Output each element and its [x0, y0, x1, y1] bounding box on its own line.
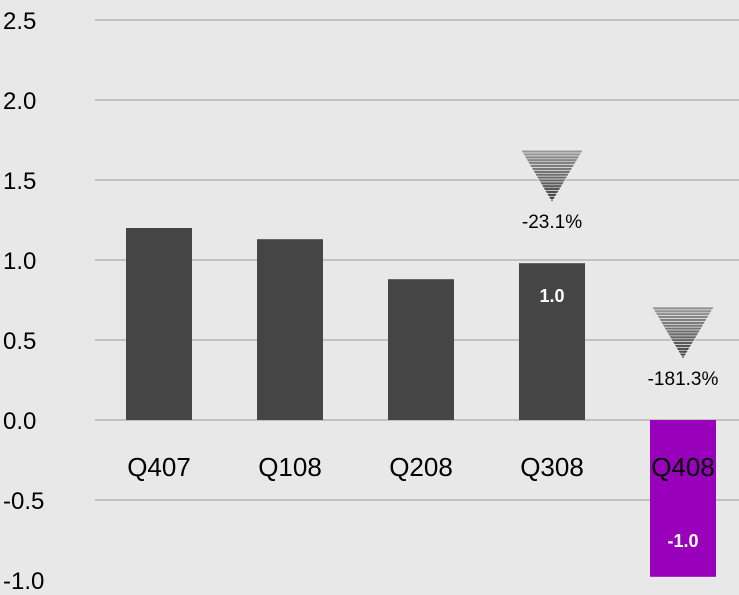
arrow-stripe: [535, 175, 569, 180]
arrow-stripe: [532, 170, 572, 174]
x-tick-label: Q208: [389, 452, 453, 482]
arrow-stripe: [653, 309, 713, 314]
bar-q108: [257, 239, 323, 420]
bar-value-labels: 1.0 -1.0: [539, 286, 698, 551]
bar-q408: [650, 420, 716, 577]
y-tick-label: 1.5: [3, 168, 36, 195]
down-arrow-icon: [520, 149, 584, 203]
change-annotations: -23.1% -181.3%: [520, 149, 719, 390]
y-tick-label: -1.0: [3, 568, 44, 595]
arrow-stripe: [530, 167, 574, 171]
change-label: -181.3%: [648, 369, 719, 390]
arrow-stripe: [673, 344, 693, 348]
arrow-stripe: [539, 181, 565, 186]
arrow-stripe: [665, 329, 701, 334]
arrow-stripe: [658, 318, 708, 322]
arrow-stripe: [527, 161, 577, 165]
bar-q407: [126, 228, 192, 420]
arrow-stripe: [680, 355, 686, 360]
down-arrow-icon: [651, 306, 715, 360]
x-tick-label: Q308: [520, 452, 584, 482]
arrow-stripe: [672, 341, 694, 345]
arrow-stripe: [525, 158, 579, 163]
change-label: -23.1%: [522, 212, 582, 233]
arrow-stripe: [663, 326, 703, 331]
arrow-stripe: [660, 321, 706, 325]
x-tick-label: Q408: [651, 452, 715, 482]
y-tick-label: 2.5: [3, 8, 36, 35]
x-axis-ticks: Q407 Q108 Q208 Q308 Q408: [127, 452, 715, 482]
arrow-stripe: [522, 152, 582, 157]
y-tick-label: 0.5: [3, 328, 36, 355]
arrow-stripe: [520, 149, 584, 154]
arrow-stripe: [656, 315, 710, 319]
arrow-stripe: [541, 184, 563, 189]
arrow-stripe: [661, 324, 705, 328]
y-tick-label: 2.0: [3, 88, 36, 115]
x-tick-label: Q407: [127, 452, 191, 482]
arrow-stripe: [537, 178, 567, 183]
y-tick-label: 1.0: [3, 248, 36, 275]
y-tick-label: 0.0: [3, 408, 36, 435]
arrow-stripe: [548, 196, 556, 200]
y-tick-label: -0.5: [3, 488, 44, 515]
x-tick-label: Q108: [258, 452, 322, 482]
arrow-stripe: [670, 338, 696, 342]
arrow-stripe: [677, 350, 689, 354]
arrow-stripe: [523, 155, 581, 160]
arrow-stripe: [679, 352, 687, 357]
arrow-stripe: [668, 335, 698, 340]
arrow-stripe: [651, 306, 715, 311]
bars: [126, 228, 716, 577]
bar-q208: [388, 279, 454, 420]
bar-q308: [519, 263, 585, 420]
arrow-stripe: [544, 190, 560, 194]
bar-value-label: -1.0: [667, 531, 698, 551]
y-axis-ticks: 2.5 2.0 1.5 1.0 0.5 0.0 -0.5 -1.0: [3, 8, 44, 595]
arrow-stripe: [654, 312, 712, 316]
arrow-stripe: [534, 173, 570, 177]
arrow-stripe: [675, 347, 691, 351]
bar-value-label: 1.0: [539, 286, 564, 306]
arrow-stripe: [529, 164, 575, 168]
arrow-stripe: [666, 332, 700, 337]
arrow-stripe: [546, 193, 558, 197]
arrow-stripe: [542, 187, 562, 191]
arrow-stripe: [549, 199, 555, 203]
